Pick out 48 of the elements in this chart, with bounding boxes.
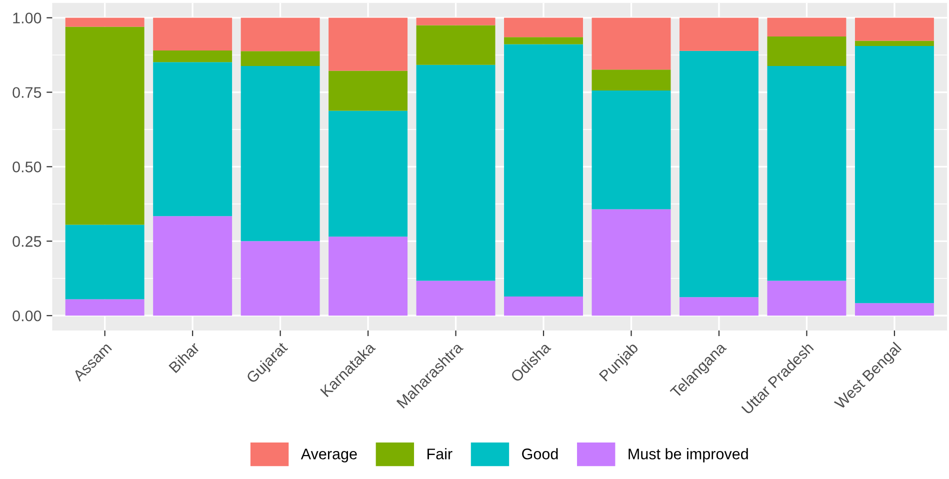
bar [680, 50, 758, 298]
legend-label: Good [522, 448, 558, 460]
y-tick-label: 0.50 [12, 162, 42, 172]
bar [767, 36, 846, 66]
bar [592, 209, 671, 316]
bar [153, 216, 232, 316]
bar [854, 303, 934, 316]
bar [504, 44, 583, 297]
bar [240, 241, 320, 316]
bar [240, 66, 320, 242]
bar [240, 51, 320, 66]
bar [504, 296, 583, 316]
bar [504, 37, 583, 44]
y-tick-label: 1.00 [13, 12, 42, 24]
bar [767, 66, 846, 281]
bar [592, 70, 671, 90]
bar [153, 18, 232, 51]
bar [65, 18, 144, 27]
bar [153, 62, 232, 216]
legend-label: Must be improved [628, 448, 748, 462]
bar [504, 18, 583, 38]
bar [328, 236, 408, 316]
bar [416, 280, 496, 316]
bar [328, 110, 408, 237]
legend-label: Fair [428, 448, 452, 460]
bar [854, 46, 934, 304]
bar [416, 25, 496, 65]
bar [767, 280, 846, 316]
bar [592, 18, 671, 70]
bar [65, 299, 144, 316]
bar [592, 90, 671, 210]
bar [416, 64, 496, 281]
bar [767, 18, 846, 37]
bar [680, 18, 758, 51]
bar [328, 18, 408, 71]
bar [65, 26, 144, 225]
y-tick-label: 0.25 [12, 236, 42, 247]
bar [153, 50, 232, 62]
bar [680, 297, 758, 316]
bar [854, 18, 934, 41]
bar [65, 224, 144, 300]
y-tick-label: 0.00 [12, 310, 42, 322]
legend-label: Average [300, 448, 357, 462]
y-tick-label: 0.75 [12, 87, 42, 98]
bar [416, 18, 496, 26]
bar [240, 18, 320, 52]
bar [328, 70, 408, 111]
bar [854, 40, 934, 46]
